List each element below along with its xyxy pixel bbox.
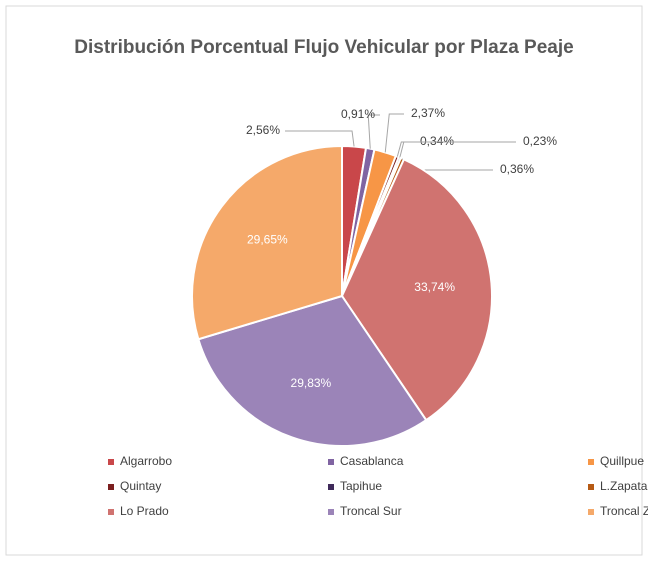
legend-swatch xyxy=(108,509,114,515)
legend-swatch xyxy=(328,459,334,465)
leader-line xyxy=(384,113,404,153)
legend-swatch xyxy=(108,484,114,490)
legend-label: Tapihue xyxy=(340,479,382,493)
legend-label: Quintay xyxy=(120,479,161,493)
legend-label: Algarrobo xyxy=(120,454,172,468)
legend-label: L.Zapata xyxy=(600,479,648,493)
data-label: 0,34% xyxy=(420,134,454,148)
chart-title: Distribución Porcentual Flujo Vehicular … xyxy=(74,37,574,58)
data-label: 33,74% xyxy=(414,280,455,294)
legend-label: Troncal Zapata xyxy=(600,504,648,518)
legend-swatch xyxy=(328,484,334,490)
data-label: 29,65% xyxy=(247,233,288,247)
legend-label: Quillpue xyxy=(600,454,644,468)
leader-line xyxy=(396,141,413,157)
legend-swatch xyxy=(588,459,594,465)
legend-label: Troncal Sur xyxy=(340,504,402,518)
leader-line xyxy=(285,130,355,147)
legend-swatch xyxy=(588,509,594,515)
data-label: 2,37% xyxy=(411,106,445,120)
leader-line xyxy=(399,141,516,158)
leader-line xyxy=(367,114,380,149)
legend-swatch xyxy=(108,459,114,465)
pie-slice xyxy=(191,144,343,341)
data-label: 0,91% xyxy=(341,107,375,121)
legend-swatch xyxy=(588,484,594,490)
data-label: 0,23% xyxy=(523,134,557,148)
chart-border xyxy=(5,5,643,556)
data-label: 29,83% xyxy=(291,376,332,390)
data-label: 2,56% xyxy=(246,123,280,137)
legend-label: Casablanca xyxy=(340,454,404,468)
pie-slice xyxy=(197,294,428,447)
legend-label: Lo Prado xyxy=(120,504,169,518)
pie-slice xyxy=(340,158,493,422)
data-label: 0,36% xyxy=(500,162,534,176)
legend-swatch xyxy=(328,509,334,515)
